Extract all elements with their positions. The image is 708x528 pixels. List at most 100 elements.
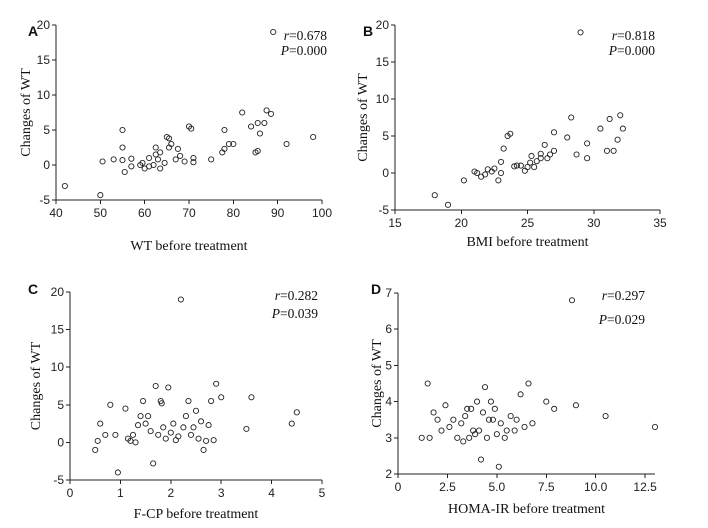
scatter-point	[165, 384, 172, 391]
y-axis-title: Changes of WT	[370, 339, 385, 428]
scatter-point	[167, 429, 174, 436]
y-tick-label: -5	[53, 473, 64, 487]
scatter-point	[528, 152, 535, 160]
scatter-point	[418, 434, 425, 441]
scatter-point	[239, 109, 246, 116]
scatter-point	[110, 156, 117, 163]
scatter-point	[119, 144, 126, 151]
scatter-point	[146, 154, 153, 162]
y-tick-label: 5	[43, 123, 50, 137]
scatter-point	[128, 163, 135, 170]
scatter-point	[254, 119, 261, 127]
scatter-point	[438, 427, 445, 434]
scatter-point	[310, 133, 317, 141]
scatter-point	[170, 420, 177, 427]
y-tick-label: 20	[51, 285, 65, 299]
scatter-point	[208, 156, 215, 163]
scatter-point	[99, 158, 106, 165]
scatter-point	[205, 422, 212, 429]
scatter-point	[434, 416, 441, 423]
y-tick-label: -5	[39, 193, 50, 207]
scatter-point	[267, 110, 275, 117]
scatter-point	[466, 434, 473, 441]
scatter-point	[187, 431, 195, 438]
scatter-point	[517, 162, 524, 169]
y-tick-label: 7	[385, 286, 392, 300]
scatter-point	[256, 130, 263, 137]
scatter-point	[61, 182, 68, 190]
scatter-point	[462, 413, 469, 420]
scatter-point	[446, 423, 453, 430]
scatter-point	[500, 145, 507, 152]
scatter-point	[511, 427, 518, 434]
scatter-point	[97, 420, 104, 427]
panel-a: A 40 50 60 70 80 90 100 -5 0 5 10 15 20 WT before trea…	[19, 18, 332, 254]
scatter-point	[430, 409, 437, 416]
y-tick-label: 6	[385, 322, 392, 336]
y-tick-label: 3	[385, 431, 392, 445]
scatter-point	[524, 164, 531, 171]
scatter-point	[97, 192, 104, 199]
scatter-point	[174, 145, 181, 152]
stat-p: P=0.029	[598, 312, 645, 327]
scatter-point	[497, 169, 505, 177]
scatter-point	[527, 159, 534, 166]
scatter-point	[537, 155, 544, 162]
scatter-point	[424, 380, 431, 387]
scatter-point	[460, 177, 467, 184]
y-tick-label: 0	[43, 158, 50, 172]
scatter-point	[497, 158, 505, 165]
x-tick-label: 5	[319, 486, 326, 500]
y-tick-label: 0	[382, 166, 389, 180]
axes	[52, 24, 323, 204]
scatter-point	[288, 420, 295, 427]
scatter-point	[150, 460, 157, 467]
scatter-point	[513, 416, 520, 423]
scatter-point	[584, 140, 591, 147]
scatter-point	[491, 405, 498, 412]
stat-r: r=0.678	[284, 28, 328, 43]
y-tick-label: 0	[57, 435, 64, 449]
scatter-point	[550, 129, 558, 136]
y-axis-title: Changes of WT	[19, 68, 34, 157]
y-axis-title: Changes of WT	[356, 73, 371, 162]
scatter-point	[564, 134, 571, 141]
scatter-point	[154, 156, 162, 163]
y-tick-label: 15	[37, 53, 51, 67]
scatter-point	[482, 171, 489, 178]
scatter-point	[168, 140, 175, 148]
scatter-point	[243, 425, 250, 432]
scatter-point	[450, 416, 457, 423]
y-tick-label: 15	[376, 55, 390, 69]
y-tick-label: 20	[376, 18, 390, 32]
x-axis-title: WT before treatment	[130, 239, 247, 254]
scatter-point	[544, 155, 551, 162]
scatter-point	[172, 156, 179, 163]
scatter-point	[550, 147, 558, 154]
scatter-point	[474, 169, 481, 177]
x-tick-label: 0	[395, 480, 402, 494]
scatter-point	[458, 420, 465, 427]
scatter-point	[139, 159, 146, 166]
scatter-point	[225, 140, 232, 148]
y-tick-label: 5	[57, 398, 64, 412]
scatter-point	[158, 400, 165, 407]
scatter-point	[614, 136, 621, 143]
scatter-point	[476, 427, 483, 434]
scatter-point	[597, 125, 604, 132]
scatter-point	[493, 431, 500, 438]
x-tick-label: 80	[227, 206, 241, 220]
scatter-point	[603, 147, 611, 154]
scatter-point	[190, 159, 197, 166]
scatter-point	[160, 424, 167, 431]
scatter-point	[182, 413, 189, 420]
scatter-point	[513, 162, 520, 169]
scatter-point	[221, 145, 228, 152]
scatter-point	[129, 431, 137, 438]
scatter-point	[119, 157, 126, 164]
x-tick-label: 25	[521, 216, 535, 230]
scatter-point	[121, 168, 128, 176]
scatter-point	[464, 405, 471, 412]
scatter-point	[128, 155, 135, 162]
y-tick-label: 10	[376, 92, 390, 106]
